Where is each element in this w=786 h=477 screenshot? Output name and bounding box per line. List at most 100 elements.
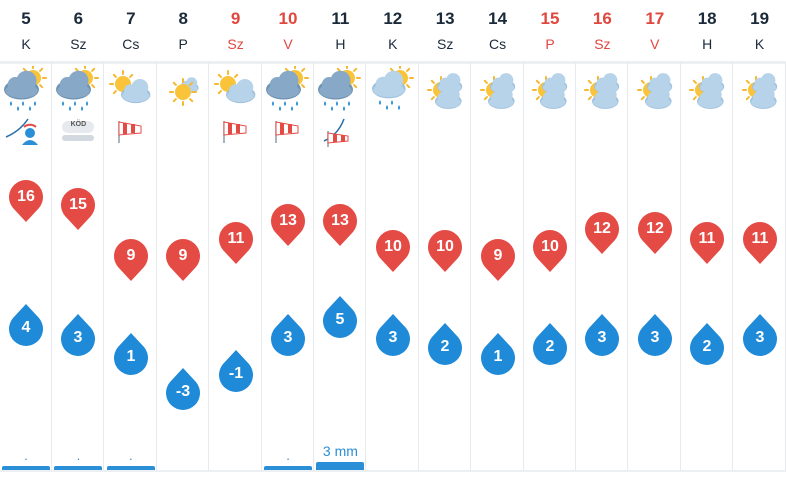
precipitation-amount: 3 mm (322, 443, 358, 459)
min-temp-marker-shape (742, 313, 777, 356)
min-temp-marker-value: 3 (755, 329, 764, 346)
column-divider (732, 62, 734, 470)
day-column[interactable]: 9 Sz 11 -1 (210, 0, 262, 477)
min-temp-marker-shape (690, 323, 725, 366)
max-temp-marker: 11 (690, 221, 725, 264)
day-column[interactable]: 8 P 9 -3 (157, 0, 210, 477)
min-temp-marker-shape (428, 323, 463, 366)
day-number: 15 (540, 9, 560, 28)
day-number: 8 (178, 9, 188, 28)
min-temp-marker: 3 (61, 313, 96, 356)
max-temp-marker-value: 15 (69, 196, 87, 213)
precipitation-bar (316, 462, 365, 470)
cloudy-sun-icon (629, 66, 681, 118)
day-column[interactable]: 17 V 12 3 (629, 0, 681, 477)
heavy-rain-cloud-sun-icon (314, 64, 366, 118)
max-temp-marker: 11 (218, 221, 253, 264)
day-number: 18 (697, 9, 717, 28)
min-temp-marker-shape (533, 323, 567, 366)
max-temp-marker-shape (533, 229, 567, 272)
windsock-icon (262, 113, 314, 151)
day-number: 6 (73, 9, 84, 28)
precipitation-bar (106, 466, 155, 470)
cloudy-sun-icon (419, 66, 471, 118)
column-divider (208, 62, 210, 470)
header-divider (0, 61, 786, 64)
day-abbreviation: K (754, 36, 765, 52)
column-divider (784, 62, 786, 470)
max-temp-marker-value: 12 (593, 220, 611, 237)
min-temp-marker: 1 (113, 332, 148, 375)
max-temp-marker-value: 10 (384, 238, 402, 255)
day-column[interactable]: 14 Cs 9 1 (472, 0, 524, 477)
day-column[interactable]: 18 H 11 2 (681, 0, 734, 477)
min-temp-marker-value: 4 (22, 319, 31, 336)
cloudy-sun-icon (524, 66, 576, 118)
day-column[interactable]: 7 Cs 9 1. (105, 0, 157, 477)
max-temp-marker-value: 13 (279, 212, 297, 229)
min-temp-marker-value: 3 (598, 329, 607, 346)
max-temp-marker: 15 (61, 188, 96, 230)
max-temp-marker-shape (166, 239, 201, 282)
min-temp-marker-value: 3 (650, 329, 659, 346)
day-column[interactable]: 6 Sz KÖD 15 3. (52, 0, 105, 477)
column-divider (103, 62, 105, 470)
footer-divider (0, 470, 786, 472)
day-column[interactable]: 19 K 11 3 (734, 0, 786, 477)
max-temp-marker-shape (61, 188, 96, 230)
min-temp-marker: 3 (637, 313, 672, 356)
cloudy-sun-icon (472, 66, 524, 118)
min-temp-marker-shape (271, 313, 305, 356)
cloudy-sun-icon (576, 66, 628, 118)
cloudy-sun-icon (734, 66, 786, 118)
day-column[interactable]: 12 K 10 3 (367, 0, 419, 477)
day-column[interactable]: 16 Sz 12 3 (576, 0, 629, 477)
column-divider (51, 62, 52, 470)
day-abbreviation: Sz (437, 36, 454, 52)
column-divider (627, 62, 629, 470)
day-abbreviation: P (545, 36, 555, 52)
day-column[interactable]: 13 Sz 10 2 (419, 0, 472, 477)
fog-icon: KÖD (52, 113, 104, 151)
min-temp-marker-value: 1 (493, 348, 502, 365)
max-temp-marker: 10 (428, 229, 463, 272)
max-temp-marker: 11 (742, 221, 777, 264)
min-temp-marker: 3 (271, 313, 305, 356)
heavy-rain-cloud-sun-icon (52, 64, 104, 118)
max-temp-marker: 12 (637, 212, 672, 254)
min-temp-marker-shape (9, 304, 44, 346)
windsock-icon (210, 113, 262, 151)
partly-cloudy-icon (105, 66, 157, 118)
day-column[interactable]: 5 K 16 4. (0, 0, 52, 477)
min-temp-marker-value: 2 (703, 338, 712, 355)
precipitation-amount: . (76, 448, 81, 463)
min-temp-marker-shape (637, 313, 672, 356)
column-divider (313, 62, 314, 470)
min-temp-marker-value: 3 (74, 329, 83, 346)
day-number: 17 (645, 9, 665, 28)
precipitation-amount: . (128, 448, 133, 463)
day-abbreviation: K (388, 36, 398, 52)
day-column[interactable]: 10 V 13 3. (262, 0, 314, 477)
wind-windsock-icon (314, 113, 366, 151)
max-temp-marker-value: 11 (751, 230, 768, 247)
day-abbreviation: Sz (70, 36, 87, 52)
day-number: 5 (21, 9, 31, 28)
day-column[interactable]: 11 H 13 5 3 mm (314, 0, 367, 477)
day-number: 14 (488, 9, 508, 28)
min-temp-marker-shape (61, 313, 96, 356)
min-temp-marker-value: -3 (176, 383, 190, 400)
max-temp-marker-shape (480, 239, 515, 282)
max-temp-marker-shape (428, 229, 463, 272)
min-temp-marker-value: 5 (336, 311, 345, 328)
max-temp-marker: 9 (480, 239, 515, 282)
day-column[interactable]: 15 P 10 2 (524, 0, 576, 477)
day-abbreviation: Sz (594, 36, 611, 52)
max-temp-marker: 9 (113, 239, 148, 282)
max-temp-marker-shape (637, 212, 672, 254)
precipitation-bar (264, 466, 312, 470)
column-divider (155, 62, 157, 470)
day-abbreviation: K (21, 36, 31, 52)
day-number: 19 (750, 9, 770, 28)
